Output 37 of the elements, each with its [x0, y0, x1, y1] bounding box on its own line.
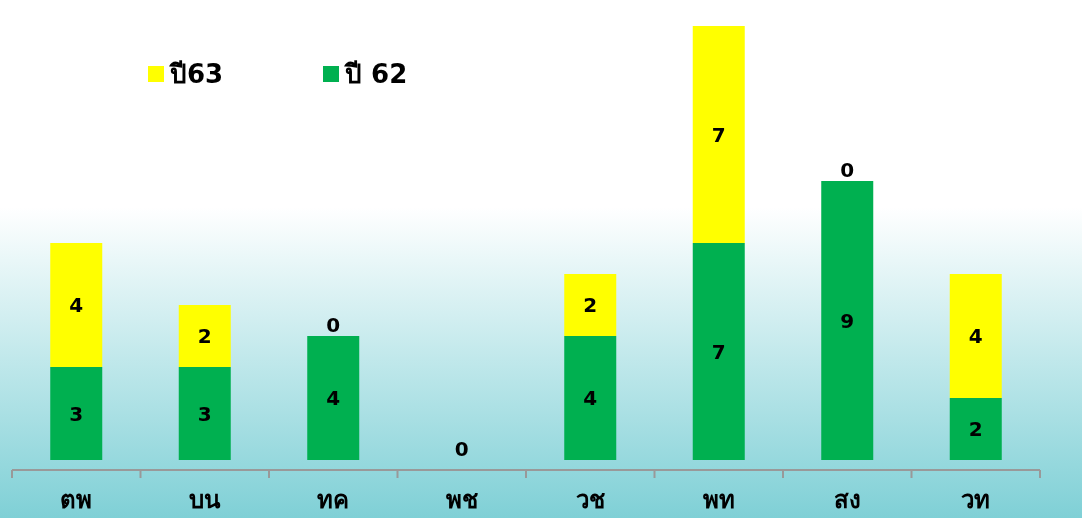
bar — [949, 398, 1002, 460]
data-label: 9 — [840, 308, 855, 333]
data-label: 3 — [197, 401, 212, 426]
legend-label: ปี 62 — [344, 59, 408, 89]
bar — [692, 26, 745, 243]
x-tick-label: พช — [445, 486, 478, 514]
x-tick-label: ทค — [317, 486, 350, 514]
x-tick-label: สง — [833, 486, 861, 514]
data-label: 4 — [326, 386, 341, 410]
data-label: 0 — [840, 158, 855, 182]
x-tick-label: วช — [575, 486, 605, 514]
bar — [949, 274, 1002, 398]
x-tick-label: พท — [702, 486, 735, 514]
x-tick-label: วท — [961, 486, 991, 514]
data-label: 0 — [454, 437, 469, 461]
bar — [178, 305, 231, 367]
data-label: 4 — [69, 293, 84, 317]
bar — [50, 367, 103, 460]
bar — [692, 243, 745, 460]
legend-label: ปี63 — [169, 59, 224, 89]
bar — [821, 181, 874, 460]
data-label: 7 — [711, 339, 726, 364]
data-label: 4 — [968, 324, 983, 348]
data-label: 7 — [711, 122, 726, 147]
bar — [178, 367, 231, 460]
bar — [50, 243, 103, 367]
x-tick-label: บน — [189, 486, 222, 514]
data-label: 0 — [326, 313, 341, 337]
data-label: 2 — [968, 417, 983, 441]
bar — [307, 336, 360, 460]
bar — [564, 274, 617, 336]
x-tick-label: ตพ — [60, 486, 93, 514]
data-label: 4 — [583, 386, 598, 410]
data-label: 3 — [69, 401, 84, 426]
data-label: 2 — [197, 324, 212, 348]
data-label: 2 — [583, 293, 598, 317]
bar — [564, 336, 617, 460]
